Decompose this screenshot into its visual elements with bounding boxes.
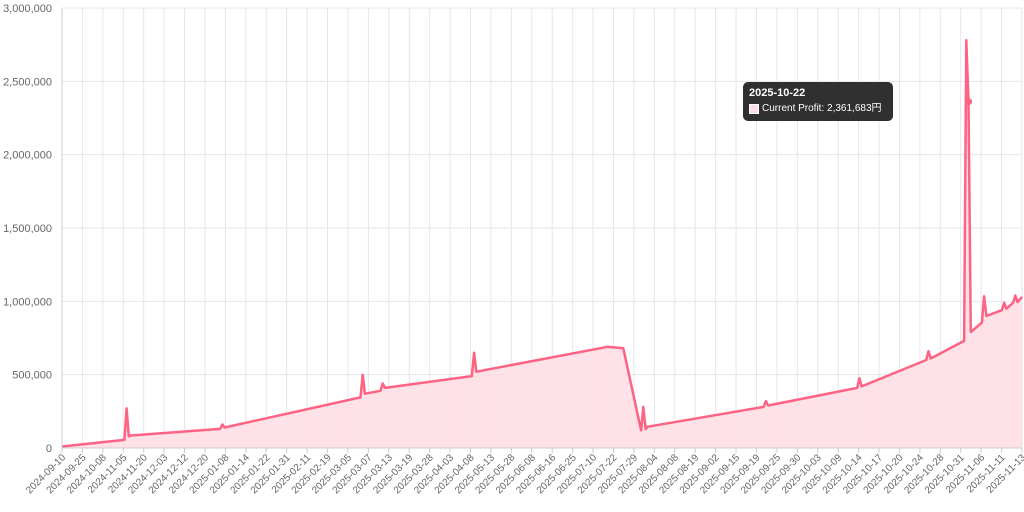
data-point — [362, 374, 364, 376]
data-point — [767, 404, 769, 406]
y-tick-label: 3,000,000 — [3, 3, 52, 15]
y-tick-label: 0 — [46, 443, 52, 455]
data-point — [1003, 302, 1005, 304]
tooltip-value: 2,361,683円 — [827, 103, 882, 114]
series-area-layer — [61, 39, 1023, 449]
data-point — [126, 407, 128, 409]
data-point — [471, 375, 473, 377]
data-point — [359, 396, 361, 398]
data-point — [221, 424, 223, 426]
tooltip-separator: : — [821, 103, 828, 114]
y-tick-label: 1,000,000 — [3, 296, 52, 308]
y-tick-label: 500,000 — [12, 370, 52, 382]
data-point — [1012, 302, 1014, 304]
data-point — [1005, 308, 1007, 310]
chart-tooltip: 2025-10-22 Current Profit: 2,361,683円 — [743, 82, 893, 121]
data-point — [981, 322, 983, 324]
data-point — [1017, 301, 1019, 303]
series-line-current-profit — [61, 39, 1023, 448]
tooltip-series-swatch — [749, 104, 759, 114]
data-point — [384, 387, 386, 389]
tooltip-date: 2025-10-22 — [749, 87, 806, 99]
data-point — [927, 350, 929, 352]
data-point — [224, 426, 226, 428]
grid — [61, 7, 1023, 449]
data-point — [858, 377, 860, 379]
data-point — [647, 426, 649, 428]
data-point — [930, 358, 932, 360]
data-point — [123, 439, 125, 441]
data-point — [1021, 296, 1023, 298]
data-point — [475, 371, 477, 373]
data-point — [130, 435, 132, 437]
data-point — [219, 428, 221, 430]
y-tick-label: 2,500,000 — [3, 76, 52, 88]
data-point — [380, 390, 382, 392]
axes — [61, 8, 1023, 453]
data-point — [1001, 309, 1003, 311]
data-point — [640, 429, 642, 431]
data-point — [622, 347, 624, 349]
data-point — [607, 346, 609, 348]
tooltip-row: Current Profit: 2,361,683円 — [749, 100, 887, 118]
data-point — [364, 393, 366, 395]
data-point — [925, 359, 927, 361]
data-point — [985, 315, 987, 317]
data-point — [642, 406, 644, 408]
data-point — [765, 400, 767, 402]
data-point — [763, 406, 765, 408]
data-point — [473, 352, 475, 354]
data-point — [983, 295, 985, 297]
data-point — [861, 385, 863, 387]
tooltip-series-label: Current Profit — [762, 103, 822, 114]
data-point — [856, 387, 858, 389]
series-area-fill — [62, 40, 1022, 449]
y-tick-label: 2,000,000 — [3, 150, 52, 162]
data-point — [965, 39, 967, 41]
data-point — [970, 331, 972, 333]
data-point — [1014, 294, 1016, 296]
data-point — [382, 382, 384, 384]
y-tick-label: 1,500,000 — [3, 223, 52, 235]
data-point — [645, 428, 647, 430]
data-point — [963, 340, 965, 342]
data-point — [128, 435, 130, 437]
tooltip-active-point — [965, 98, 973, 106]
